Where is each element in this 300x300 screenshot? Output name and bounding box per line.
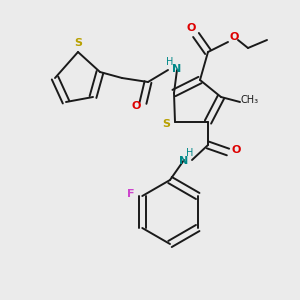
Text: H: H bbox=[186, 148, 194, 158]
Text: O: O bbox=[229, 32, 239, 42]
Text: S: S bbox=[74, 38, 82, 48]
Text: N: N bbox=[172, 64, 182, 74]
Text: O: O bbox=[131, 101, 141, 111]
Text: CH₃: CH₃ bbox=[241, 95, 259, 105]
Text: O: O bbox=[186, 23, 196, 33]
Text: H: H bbox=[166, 57, 174, 67]
Text: F: F bbox=[127, 189, 134, 199]
Text: O: O bbox=[231, 145, 241, 155]
Text: S: S bbox=[162, 119, 170, 129]
Text: N: N bbox=[179, 156, 189, 166]
